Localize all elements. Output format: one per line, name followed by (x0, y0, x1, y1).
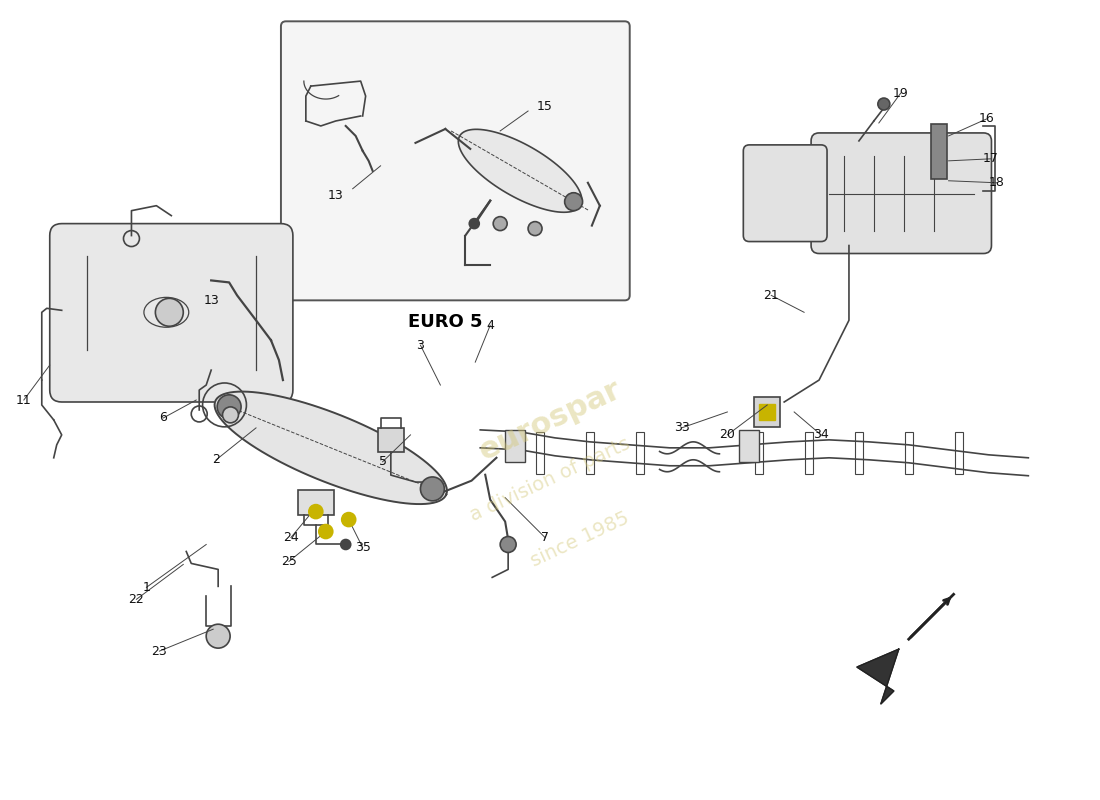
Text: 34: 34 (813, 428, 829, 442)
Text: 5: 5 (378, 455, 386, 468)
Bar (955, 432, 962, 474)
Circle shape (319, 525, 333, 538)
Circle shape (341, 539, 351, 550)
FancyBboxPatch shape (739, 430, 759, 462)
FancyBboxPatch shape (755, 397, 780, 427)
Circle shape (155, 298, 184, 326)
Text: EURO 5: EURO 5 (408, 314, 483, 331)
FancyBboxPatch shape (378, 428, 404, 452)
FancyBboxPatch shape (759, 404, 775, 420)
Text: 16: 16 (979, 113, 994, 126)
Text: 13: 13 (204, 294, 219, 307)
Circle shape (493, 217, 507, 230)
Circle shape (564, 193, 583, 210)
Polygon shape (857, 649, 899, 704)
Circle shape (309, 505, 322, 518)
Text: 3: 3 (417, 338, 425, 352)
Text: 1: 1 (143, 581, 151, 594)
FancyBboxPatch shape (931, 124, 947, 178)
Text: 22: 22 (129, 593, 144, 606)
Circle shape (217, 395, 241, 418)
Text: 4: 4 (486, 318, 494, 332)
Text: eurospar: eurospar (474, 374, 626, 466)
Text: 19: 19 (893, 86, 909, 99)
Text: 35: 35 (354, 541, 371, 554)
Text: a division of parts: a division of parts (466, 434, 634, 526)
FancyBboxPatch shape (280, 22, 629, 300)
Circle shape (222, 407, 239, 423)
Circle shape (342, 513, 355, 526)
Text: 13: 13 (328, 190, 343, 202)
Circle shape (206, 624, 230, 648)
Text: 15: 15 (537, 99, 553, 113)
Polygon shape (459, 130, 582, 212)
Text: 20: 20 (719, 428, 735, 442)
Text: 11: 11 (16, 394, 32, 406)
Text: 2: 2 (212, 454, 220, 466)
FancyBboxPatch shape (505, 430, 525, 462)
Circle shape (878, 98, 890, 110)
Circle shape (528, 222, 542, 235)
Text: 6: 6 (160, 411, 167, 425)
Text: 23: 23 (152, 645, 167, 658)
Bar (586, 432, 594, 474)
Bar (855, 432, 862, 474)
Text: 21: 21 (763, 289, 779, 302)
Text: since 1985: since 1985 (528, 508, 632, 570)
Bar (756, 432, 763, 474)
FancyBboxPatch shape (50, 224, 293, 402)
FancyBboxPatch shape (744, 145, 827, 242)
Bar (536, 432, 544, 474)
Text: 7: 7 (541, 531, 549, 544)
Bar (636, 432, 644, 474)
Bar (805, 432, 813, 474)
Circle shape (500, 537, 516, 553)
Circle shape (420, 477, 444, 501)
Circle shape (470, 218, 480, 229)
Text: 33: 33 (673, 422, 690, 434)
Text: 24: 24 (283, 531, 299, 544)
Text: 25: 25 (280, 555, 297, 568)
Polygon shape (214, 391, 447, 504)
FancyBboxPatch shape (298, 490, 333, 514)
Text: 17: 17 (982, 152, 999, 166)
Bar (905, 432, 913, 474)
FancyBboxPatch shape (811, 133, 991, 254)
Text: 18: 18 (989, 176, 1004, 190)
